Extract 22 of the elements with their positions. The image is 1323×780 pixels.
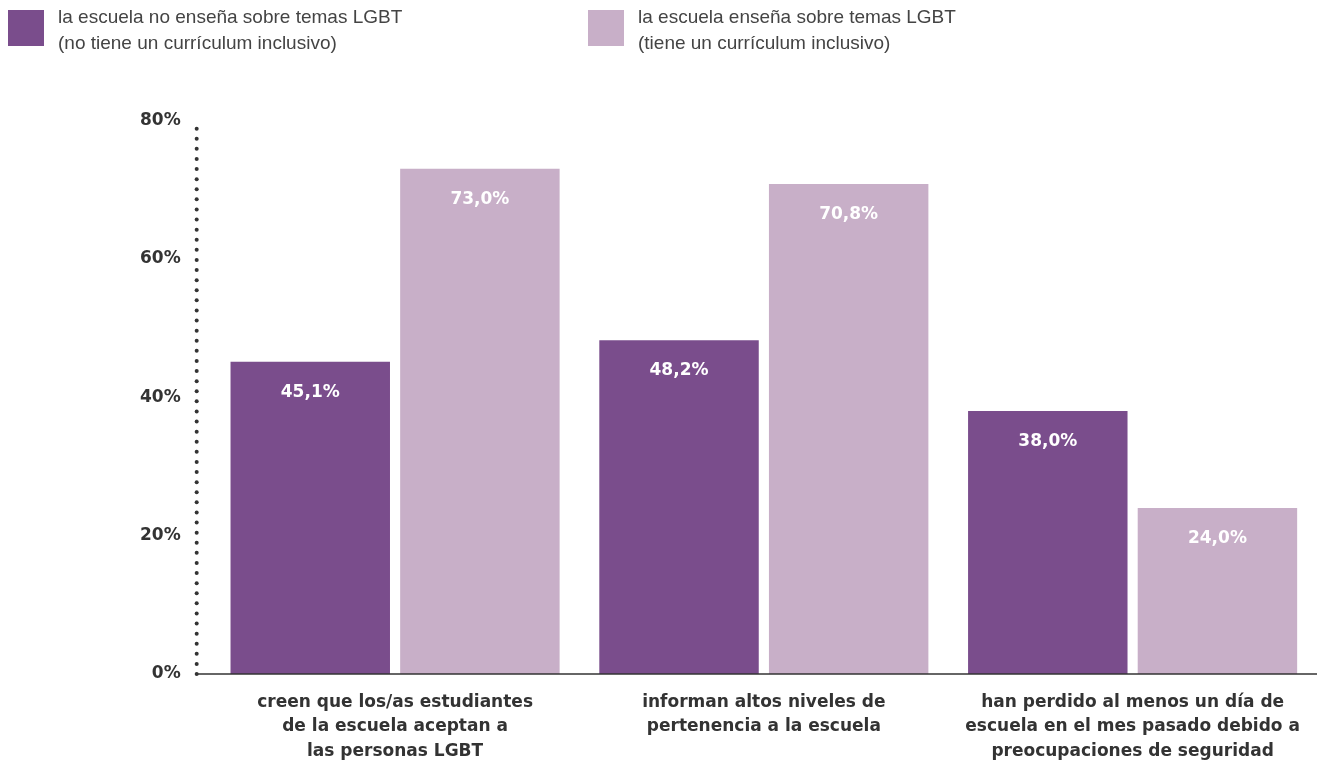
y-tick-label: 40%: [139, 385, 181, 406]
bar: [968, 410, 1128, 675]
data-label: 70,8%: [819, 202, 879, 223]
y-tick-label: 60%: [139, 247, 181, 268]
legend-label: la escuela enseña sobre temas LGBT (tiene un currículum inclusivo): [638, 5, 956, 55]
data-label: 73,0%: [450, 187, 510, 208]
bar: [230, 361, 390, 675]
x-tick-label: creen que los/as estudiantes de la escuela aceptan a las personas LGBT: [257, 690, 533, 761]
y-tick-label: 0%: [151, 662, 181, 683]
legend-label: la escuela no enseña sobre temas LGBT (no tiene un currículum inclusivo): [58, 5, 403, 55]
data-label: 45,1%: [280, 380, 340, 401]
bar: [1137, 507, 1298, 675]
data-label: 24,0%: [1187, 526, 1247, 547]
x-tick-label: han perdido al menos un día de escuela en el mes pasado debido a preocupaciones de seguridad: [965, 690, 1300, 761]
y-tick-label: 80%: [139, 108, 181, 129]
data-label: 48,2%: [649, 359, 709, 380]
bar: [400, 168, 560, 675]
x-tick-label: informan altos niveles de pertenencia a la escuela: [642, 690, 886, 736]
bar: [599, 340, 759, 675]
y-tick-label: 20%: [139, 524, 181, 545]
data-label: 38,0%: [1018, 429, 1078, 450]
bar: [768, 183, 929, 675]
